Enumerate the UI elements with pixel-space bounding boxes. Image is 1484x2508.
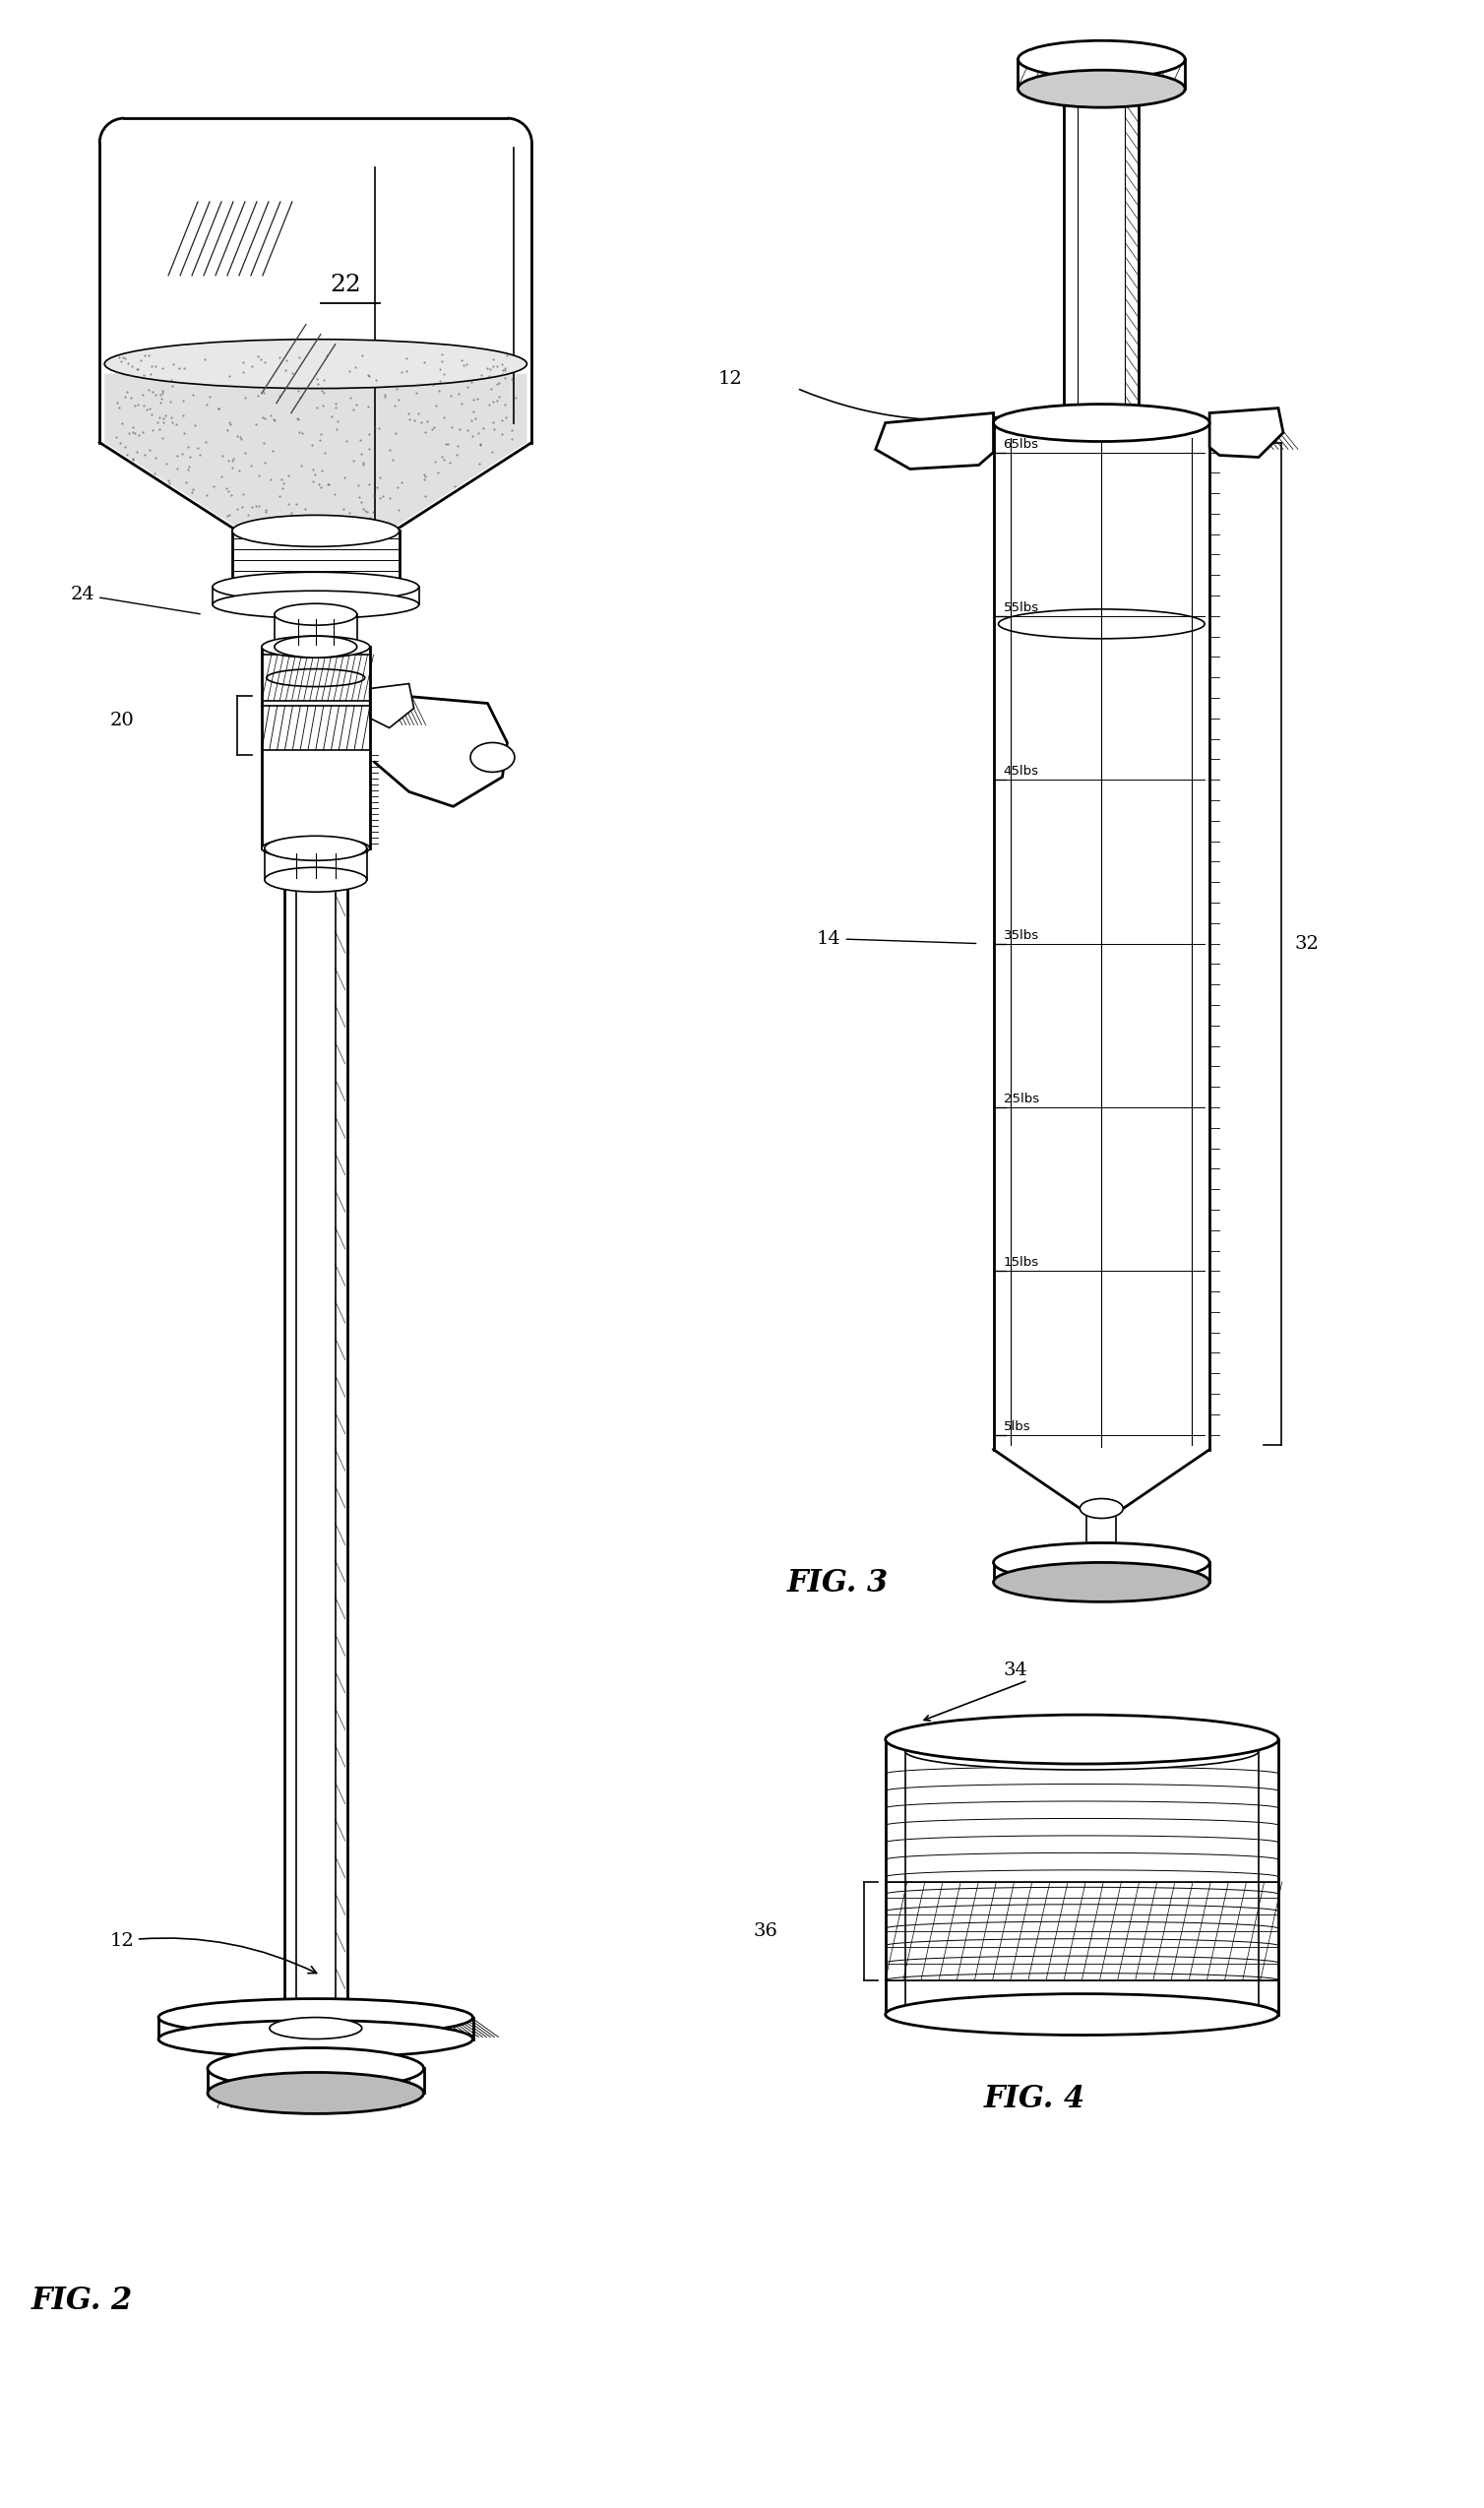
Polygon shape: [1209, 409, 1284, 456]
Ellipse shape: [264, 868, 367, 893]
Ellipse shape: [905, 1733, 1258, 1771]
Ellipse shape: [104, 339, 527, 389]
Text: 12: 12: [718, 369, 743, 386]
Ellipse shape: [261, 637, 370, 657]
Polygon shape: [370, 685, 414, 727]
Ellipse shape: [1086, 1545, 1116, 1560]
Polygon shape: [104, 374, 527, 532]
Ellipse shape: [208, 2072, 424, 2114]
Polygon shape: [876, 414, 993, 469]
Ellipse shape: [993, 404, 1209, 441]
Text: FIG. 4: FIG. 4: [984, 2084, 1085, 2114]
Text: 15lbs: 15lbs: [1003, 1257, 1039, 1269]
Ellipse shape: [261, 838, 370, 860]
Text: 36: 36: [752, 1921, 778, 1939]
Ellipse shape: [1080, 1500, 1123, 1517]
Ellipse shape: [1018, 70, 1186, 108]
Text: 5lbs: 5lbs: [1003, 1420, 1030, 1432]
Text: 35lbs: 35lbs: [1003, 928, 1039, 940]
Text: 14: 14: [816, 930, 976, 948]
Ellipse shape: [275, 604, 358, 624]
Ellipse shape: [275, 637, 358, 657]
Text: o: o: [485, 752, 491, 762]
Ellipse shape: [159, 2021, 473, 2057]
Ellipse shape: [270, 2016, 362, 2039]
Ellipse shape: [993, 1562, 1209, 1603]
Text: FIG. 3: FIG. 3: [787, 1568, 889, 1600]
Text: 45lbs: 45lbs: [1003, 765, 1039, 777]
Ellipse shape: [993, 1542, 1209, 1583]
Ellipse shape: [159, 1999, 473, 2036]
Text: 55lbs: 55lbs: [1003, 602, 1039, 614]
Ellipse shape: [208, 2049, 424, 2089]
Ellipse shape: [470, 742, 515, 772]
Ellipse shape: [212, 592, 418, 619]
Text: 32: 32: [1296, 935, 1319, 953]
Ellipse shape: [264, 835, 367, 860]
Text: 34: 34: [1003, 1663, 1028, 1680]
Ellipse shape: [232, 577, 399, 604]
Text: 65lbs: 65lbs: [1003, 436, 1039, 451]
Text: 20: 20: [110, 712, 134, 730]
Ellipse shape: [232, 514, 399, 547]
Text: 25lbs: 25lbs: [1003, 1093, 1039, 1106]
Ellipse shape: [212, 572, 418, 602]
Text: 22: 22: [329, 273, 361, 296]
Text: 24: 24: [70, 587, 200, 614]
Text: FIG. 2: FIG. 2: [31, 2285, 132, 2315]
Text: 12: 12: [110, 1931, 316, 1974]
Ellipse shape: [886, 1994, 1278, 2034]
Ellipse shape: [1018, 40, 1186, 78]
Ellipse shape: [886, 1715, 1278, 1763]
